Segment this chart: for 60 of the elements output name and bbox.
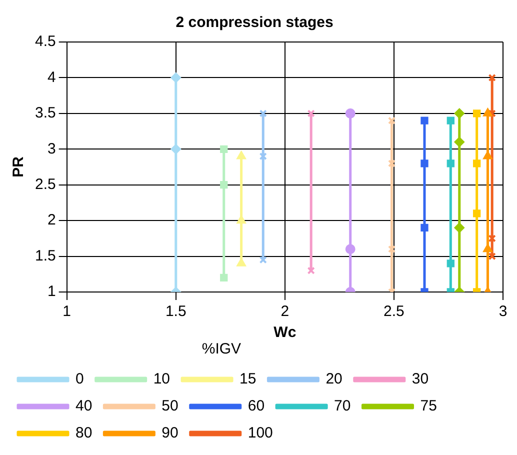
y-tick-label: 3.5 [34, 104, 56, 122]
point [236, 151, 246, 160]
y-tick-label: 1 [48, 283, 56, 300]
y-tick-label: 2 [48, 212, 56, 229]
point [473, 210, 481, 218]
point [345, 244, 356, 254]
legend-label: 50 [162, 398, 178, 415]
legend-label: 60 [248, 398, 265, 415]
legend-label: 15 [240, 370, 256, 388]
x-tick-label: 2.5 [384, 303, 404, 320]
x-tick-label: 2 [280, 303, 290, 320]
point [483, 108, 492, 116]
legend-label: 10 [153, 370, 170, 388]
y-tick-label: 2.5 [34, 176, 56, 193]
legend-title: %IGV [202, 340, 242, 358]
legend-label: 30 [412, 370, 429, 388]
point [388, 245, 396, 253]
y-axis-title: PR [10, 156, 28, 178]
point [446, 260, 454, 268]
legend-label: 0 [76, 370, 84, 388]
point [388, 160, 396, 168]
point [170, 72, 181, 83]
point [446, 160, 454, 168]
legend-label: 75 [420, 398, 437, 415]
y-tick-label: 1.5 [34, 247, 56, 264]
y-tick-label: 3 [48, 140, 56, 158]
point [220, 145, 228, 153]
point [454, 108, 464, 118]
legend-label: 100 [248, 424, 273, 442]
point [259, 152, 267, 160]
x-axis-title: Wc [274, 324, 296, 342]
legend-label: 90 [162, 424, 178, 442]
point [220, 274, 228, 282]
point [488, 234, 496, 242]
x-tick-label: 3 [498, 303, 508, 320]
legend-label: 70 [334, 398, 351, 415]
point [488, 110, 496, 118]
point [473, 110, 481, 118]
chart-title: 2 compression stages [176, 14, 334, 32]
point [454, 137, 464, 147]
point [483, 244, 492, 252]
x-tick-label: 1 [62, 303, 72, 320]
y-tick-label: 4 [48, 68, 56, 86]
legend-label: 80 [76, 424, 92, 442]
y-tick-label: 4.5 [34, 33, 56, 50]
x-tick-label: 1.5 [165, 303, 186, 320]
point [420, 224, 428, 232]
legend-label: 40 [76, 398, 92, 415]
point [420, 160, 428, 168]
point [220, 181, 228, 189]
point [236, 258, 246, 266]
point [345, 108, 356, 118]
point [170, 144, 181, 154]
point [420, 116, 428, 124]
point [483, 151, 492, 160]
legend-label: 20 [326, 370, 342, 388]
point [454, 222, 464, 233]
point [473, 160, 481, 168]
point [446, 116, 454, 124]
point [236, 216, 246, 224]
